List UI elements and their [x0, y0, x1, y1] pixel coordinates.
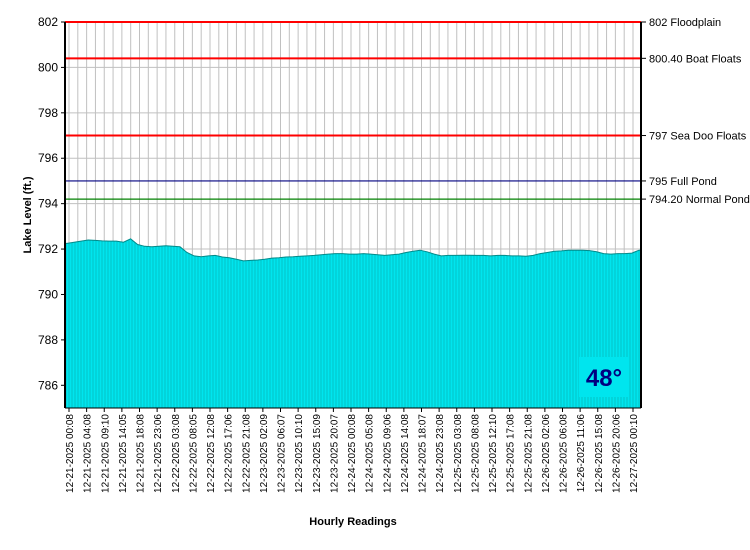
y-tick-label: 798 — [38, 106, 58, 120]
y-tick-label: 788 — [38, 333, 58, 347]
y-tick-label: 802 — [38, 15, 58, 29]
y-tick-labels: 786 788 790 792 794 796 798 800 802 — [38, 15, 65, 392]
x-tick-label: 12-22-2025 08:05 — [188, 414, 199, 493]
x-tick-label: 12-23-2025 20:07 — [329, 414, 340, 493]
x-tick-label: 12-21-2025 00:08 — [65, 414, 76, 493]
x-tick-label: 12-26-2025 15:08 — [594, 414, 605, 493]
reference-label: 795 Full Pond — [649, 176, 717, 188]
y-tick-label: 794 — [38, 197, 58, 211]
x-tick-label: 12-21-2025 23:06 — [153, 414, 164, 493]
x-tick-label: 12-23-2025 06:07 — [277, 414, 288, 493]
y-axis-title: Lake Level (ft.) — [22, 176, 34, 253]
x-tick-label: 12-25-2025 03:08 — [453, 414, 464, 493]
reference-label: 797 Sea Doo Floats — [649, 131, 747, 143]
x-tick-label: 12-22-2025 12:08 — [206, 414, 217, 493]
reference-label: 800.40 Boat Floats — [649, 53, 742, 65]
x-tick-label: 12-24-2025 18:07 — [418, 414, 429, 493]
water-level-line — [65, 238, 641, 262]
x-tick-label: 12-23-2025 10:10 — [294, 414, 305, 493]
x-tick-label: 12-27-2025 00:10 — [629, 414, 640, 493]
x-tick-label: 12-26-2025 02:06 — [541, 414, 552, 493]
y-tick-label: 800 — [38, 60, 58, 74]
temperature-value: 48° — [586, 365, 622, 392]
x-tick-label: 12-21-2025 04:08 — [83, 414, 94, 493]
y-tick-label: 786 — [38, 378, 58, 392]
reference-label: 802 Floodplain — [649, 17, 721, 29]
temperature-badge-background — [579, 357, 629, 397]
x-tick-label: 12-26-2025 06:08 — [559, 414, 570, 493]
x-tick-label: 12-25-2025 08:08 — [470, 414, 481, 493]
water-level-area — [65, 238, 641, 408]
x-tick-label: 12-21-2025 14:05 — [118, 414, 129, 493]
x-tick-label: 12-22-2025 03:08 — [171, 414, 182, 493]
x-tick-label: 12-26-2025 11:06 — [576, 414, 587, 493]
reference-lines: 802 Floodplain 800.40 Boat Floats 797 Sea … — [65, 17, 750, 206]
x-tick-label: 12-25-2025 21:08 — [523, 414, 534, 493]
x-tick-label: 12-24-2025 09:06 — [382, 414, 393, 493]
x-tick-label: 12-21-2025 09:10 — [100, 414, 111, 493]
y-tick-label: 792 — [38, 242, 58, 256]
reference-label: 794.20 Normal Pond — [649, 194, 750, 206]
x-tick-label: 12-25-2025 17:08 — [506, 414, 517, 493]
y-tick-label: 790 — [38, 287, 58, 301]
temperature-badge: 48° — [579, 357, 629, 397]
x-axis-title: Hourly Readings — [309, 516, 396, 528]
x-tick-label: 12-24-2025 00:08 — [347, 414, 358, 493]
x-tick-label: 12-26-2025 20:06 — [611, 414, 622, 493]
x-tick-label: 12-24-2025 05:08 — [365, 414, 376, 493]
x-tick-label: 12-22-2025 21:08 — [241, 414, 252, 493]
x-tick-label: 12-25-2025 12:10 — [488, 414, 499, 493]
x-tick-label: 12-23-2025 02:09 — [259, 414, 270, 493]
y-tick-label: 796 — [38, 151, 58, 165]
water-level-fill — [65, 238, 641, 408]
x-tick-labels: 12-21-2025 00:08 12-21-2025 04:08 12-21-20… — [65, 408, 640, 493]
x-tick-label: 12-24-2025 14:08 — [400, 414, 411, 493]
x-tick-label: 12-22-2025 17:06 — [224, 414, 235, 493]
x-tick-label: 12-23-2025 15:09 — [312, 414, 323, 493]
x-tick-label: 12-21-2025 18:08 — [136, 414, 147, 493]
x-tick-label: 12-24-2025 23:08 — [435, 414, 446, 493]
